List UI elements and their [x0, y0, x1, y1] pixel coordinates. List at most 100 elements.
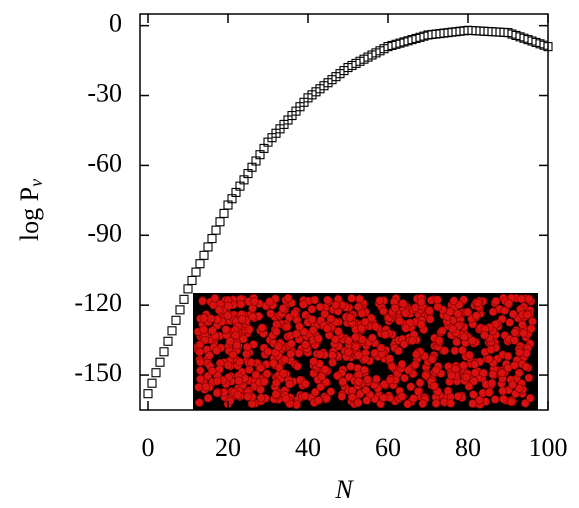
inset-sphere [458, 345, 467, 355]
inset-sphere [343, 347, 353, 357]
inset-sphere [233, 390, 243, 400]
inset-sphere [196, 366, 205, 375]
inset-sphere [323, 295, 332, 305]
inset-sphere [475, 395, 484, 405]
inset-sphere [250, 297, 259, 306]
inset-sphere [331, 300, 341, 310]
inset-sphere [314, 334, 323, 343]
inset-sphere [301, 340, 310, 349]
inset-sphere [526, 324, 536, 334]
inset-sphere [460, 332, 469, 342]
inset-sphere [245, 325, 254, 334]
inset-sphere [196, 374, 205, 384]
inset-sphere [260, 377, 269, 386]
inset-sphere [446, 399, 456, 408]
inset-sphere [488, 370, 498, 379]
inset-sphere [433, 295, 442, 305]
inset-sphere [314, 396, 323, 405]
inset-sphere [317, 372, 327, 381]
inset-sphere [198, 296, 207, 306]
inset-sphere [346, 362, 356, 371]
data-point [175, 305, 185, 315]
data-point [211, 225, 221, 235]
inset-image [193, 293, 538, 410]
inset-sphere [294, 348, 304, 358]
inset-sphere [208, 326, 217, 335]
inset-sphere [328, 358, 337, 367]
inset-sphere [232, 340, 242, 350]
inset-sphere [282, 322, 292, 332]
inset-sphere [499, 394, 508, 404]
inset-sphere [401, 323, 411, 333]
inset-sphere [484, 354, 494, 364]
inset-sphere [525, 393, 535, 403]
y-label-main: log P [15, 187, 44, 241]
inset-sphere [315, 302, 325, 312]
y-tick-label: -150 [74, 358, 122, 387]
y-tick-label: -30 [87, 78, 122, 107]
inset-sphere [239, 334, 248, 344]
inset-sphere [521, 398, 530, 408]
inset-sphere [510, 361, 519, 370]
inset-sphere [353, 398, 363, 408]
inset-sphere [279, 369, 288, 378]
inset-sphere [505, 318, 515, 327]
inset-sphere [353, 302, 363, 312]
inset-sphere [452, 337, 461, 347]
data-point [143, 389, 153, 399]
inset-sphere [195, 340, 205, 349]
inset-sphere [431, 365, 441, 375]
inset-sphere [286, 349, 296, 359]
x-tick-label: 0 [142, 433, 155, 462]
inset-sphere [425, 314, 435, 324]
inset-sphere [390, 303, 400, 313]
inset-sphere [263, 347, 273, 356]
inset-sphere [309, 357, 318, 366]
inset-sphere [464, 382, 474, 391]
inset-sphere [404, 365, 413, 375]
inset-sphere [315, 350, 325, 359]
data-point [151, 368, 161, 378]
data-point [155, 357, 165, 367]
inset-sphere [328, 351, 337, 360]
inset-sphere [503, 351, 513, 361]
inset-sphere [273, 342, 283, 351]
inset-sphere [368, 333, 377, 343]
inset-sphere [443, 386, 453, 396]
inset-sphere [214, 305, 224, 315]
data-point [179, 294, 189, 304]
data-point [147, 378, 157, 388]
inset-sphere [281, 394, 291, 403]
inset-sphere [469, 390, 478, 399]
data-point [195, 259, 205, 269]
inset-sphere [497, 368, 507, 378]
inset-sphere [243, 392, 253, 401]
inset-sphere [412, 350, 421, 359]
inset-sphere [385, 354, 395, 363]
inset-sphere [380, 330, 390, 339]
inset-sphere [299, 299, 308, 309]
inset-sphere [354, 350, 363, 360]
data-point [159, 347, 169, 357]
inset-sphere [262, 369, 272, 379]
inset-sphere [271, 389, 281, 399]
inset-sphere [194, 382, 203, 392]
inset-sphere [398, 299, 408, 308]
inset-sphere [320, 309, 330, 319]
inset-sphere [234, 376, 244, 386]
inset-sphere [518, 320, 527, 329]
inset-sphere [362, 396, 372, 405]
inset-sphere [484, 388, 494, 397]
inset-sphere [345, 313, 355, 322]
inset-sphere [357, 309, 367, 318]
inset-sphere [344, 336, 353, 345]
data-point [187, 275, 197, 286]
inset-sphere [360, 317, 370, 327]
y-axis-label: log Pv [15, 179, 46, 241]
inset-sphere [293, 362, 302, 371]
inset-sphere [417, 297, 426, 307]
inset-sphere [409, 394, 418, 403]
inset-sphere [468, 336, 477, 345]
y-axis-label-group: log Pv [15, 179, 46, 241]
inset-sphere [470, 360, 480, 369]
